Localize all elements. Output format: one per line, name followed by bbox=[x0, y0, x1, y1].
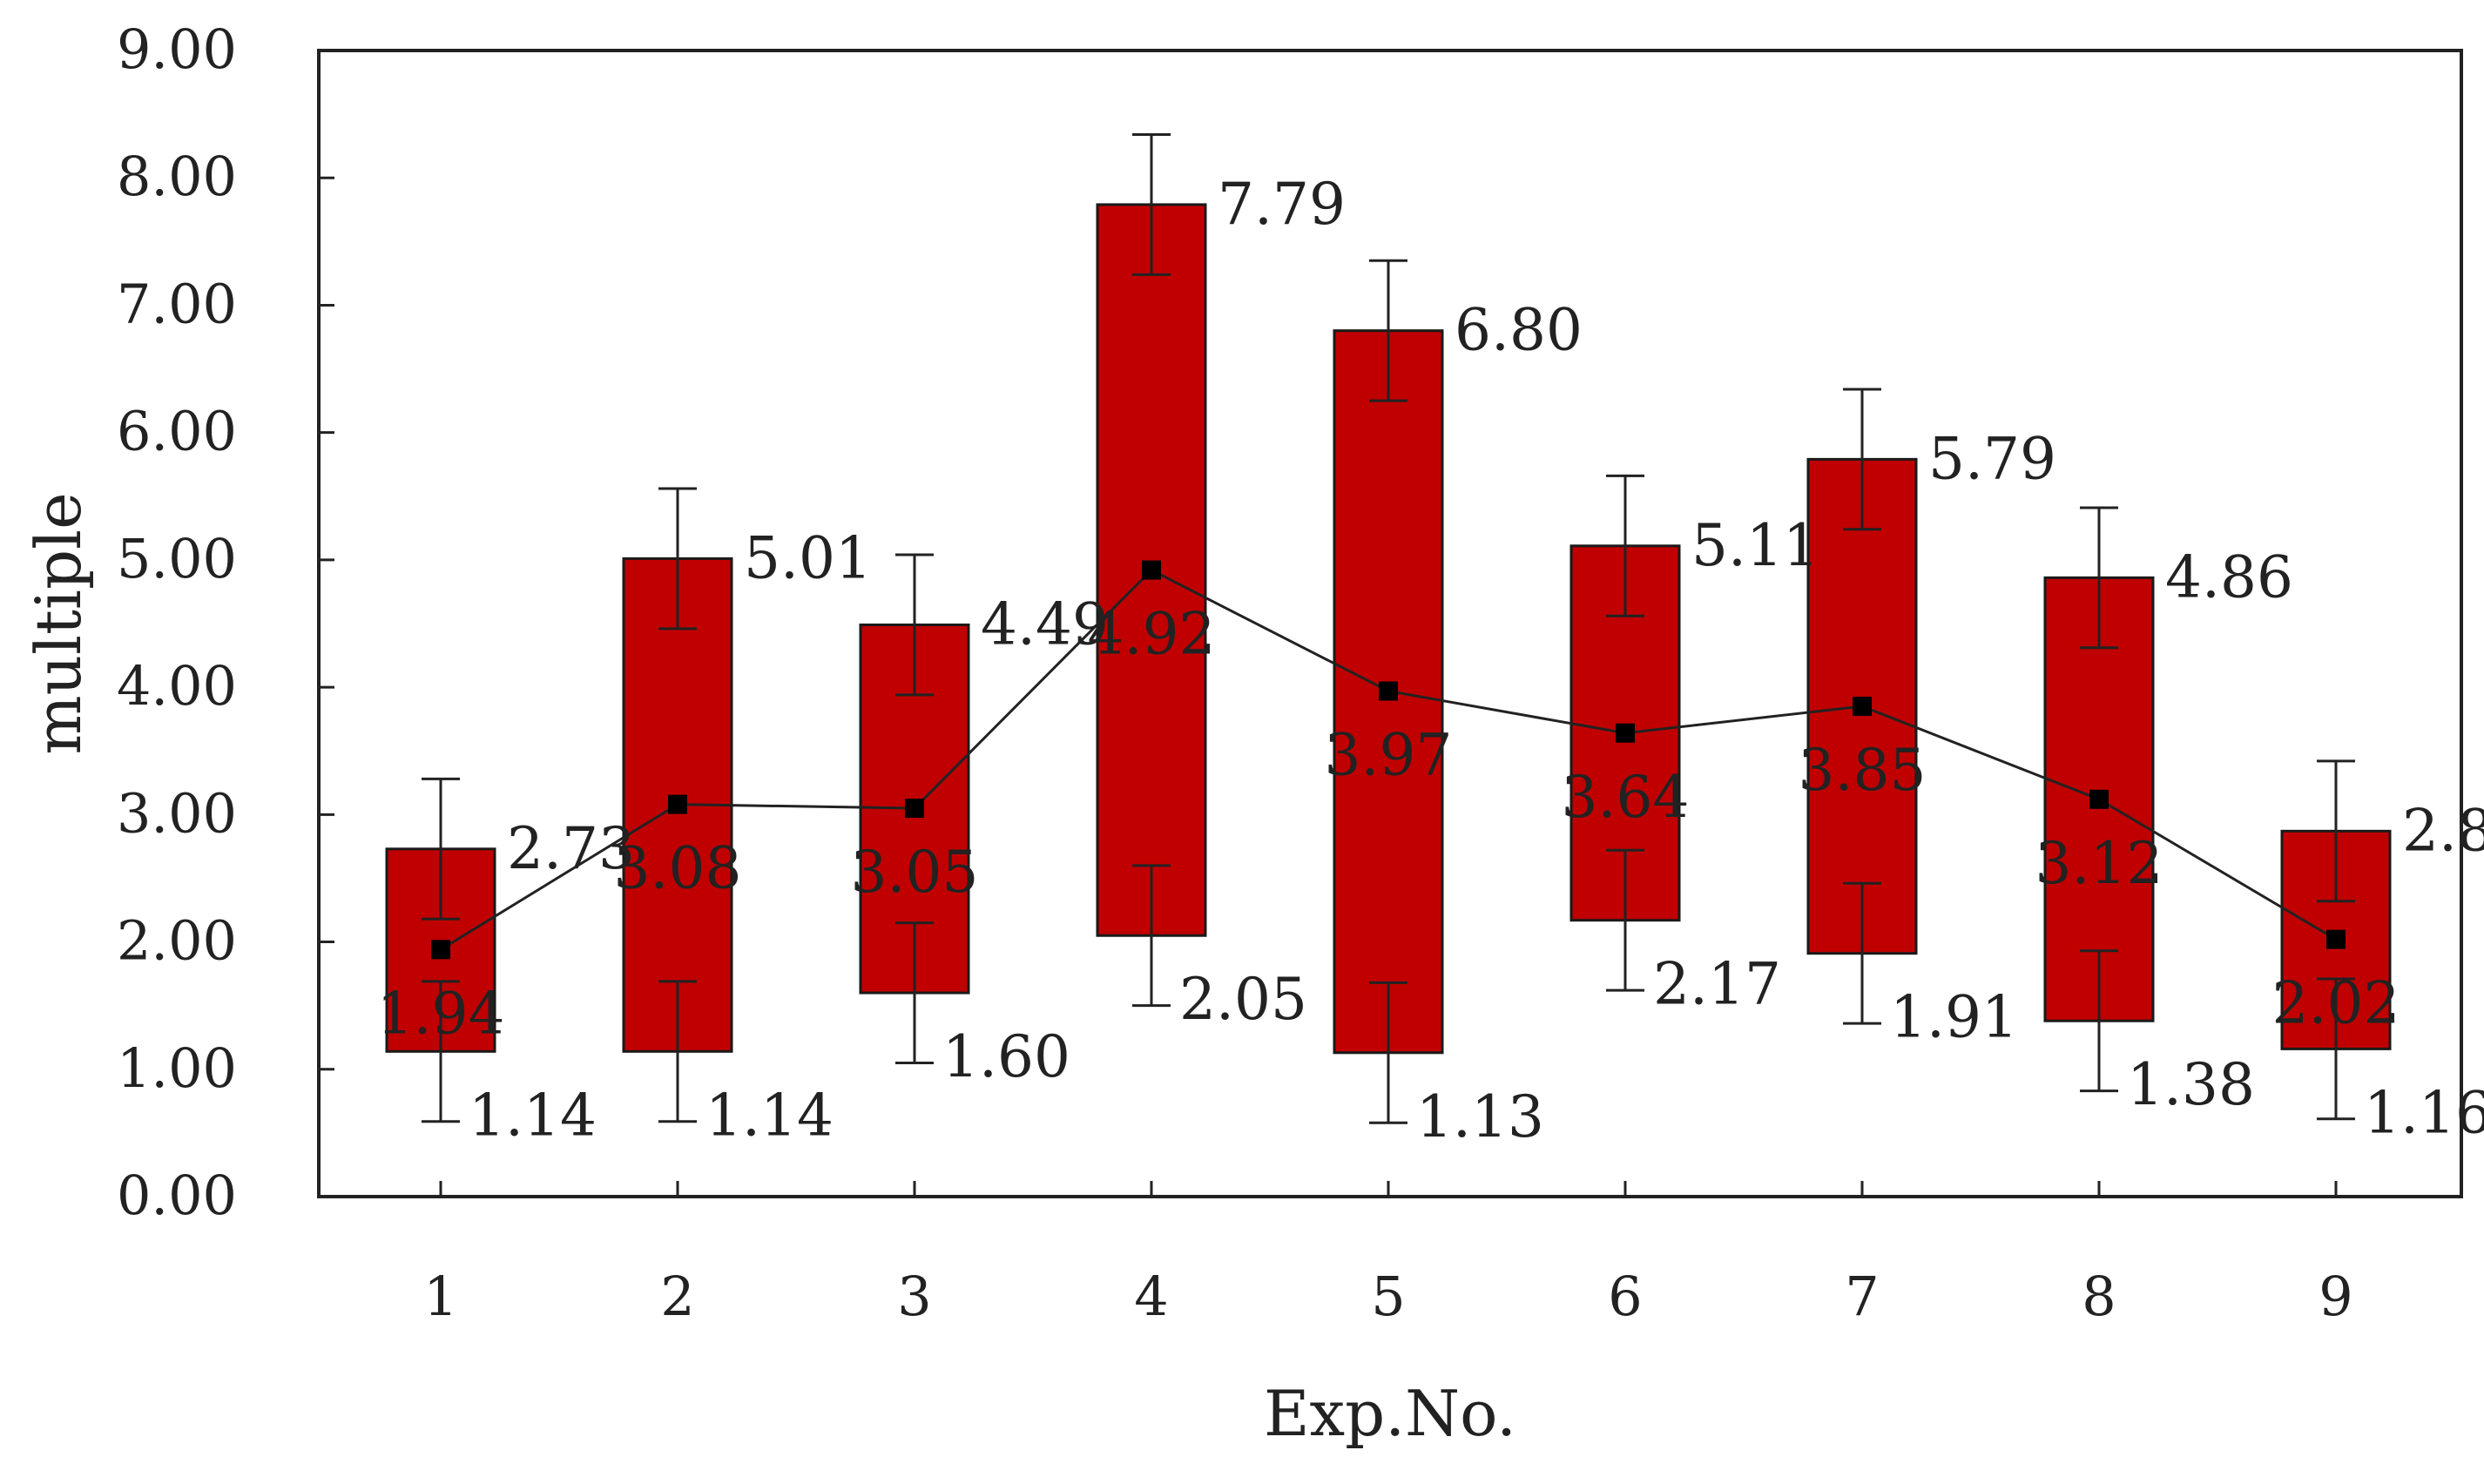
error-bar bbox=[1843, 881, 1881, 1025]
max-value-label: 5.79 bbox=[1928, 425, 2056, 492]
x-tick-label: 8 bbox=[2082, 1265, 2116, 1328]
x-tick-label: 3 bbox=[897, 1265, 931, 1328]
mean-line bbox=[431, 560, 2346, 960]
min-value-label: 1.91 bbox=[1890, 984, 2018, 1051]
y-tick-label: 9.00 bbox=[117, 17, 237, 81]
error-bar bbox=[1369, 259, 1407, 402]
mean-marker bbox=[431, 940, 450, 960]
max-value-label: 7.79 bbox=[1218, 171, 1346, 238]
x-tick-label: 1 bbox=[423, 1265, 457, 1328]
mean-marker bbox=[668, 794, 687, 814]
error-bar bbox=[1132, 133, 1171, 276]
plot-frame bbox=[317, 49, 2463, 1198]
error-bar bbox=[895, 553, 934, 697]
mean-marker bbox=[2326, 929, 2346, 949]
error-bar bbox=[658, 487, 697, 631]
mean-value-label: 3.85 bbox=[1799, 737, 1927, 804]
mean-value-label: 2.02 bbox=[2272, 970, 2400, 1037]
y-tick-label: 2.00 bbox=[117, 909, 237, 973]
y-tick-label: 0.00 bbox=[117, 1164, 237, 1227]
error-bar bbox=[422, 980, 460, 1123]
max-value-label: 2.87 bbox=[2402, 797, 2484, 864]
min-value-label: 1.13 bbox=[1416, 1083, 1544, 1150]
y-tick-label: 6.00 bbox=[117, 400, 237, 463]
mean-value-label: 3.64 bbox=[1562, 764, 1690, 831]
error-bar bbox=[1606, 848, 1644, 992]
mean-marker bbox=[905, 799, 924, 819]
y-tick-label: 3.00 bbox=[117, 781, 237, 845]
min-value-label: 1.38 bbox=[2127, 1051, 2255, 1118]
mean-marker bbox=[1142, 560, 1161, 580]
y-tick-label: 4.00 bbox=[117, 654, 237, 718]
mean-value-label: 3.12 bbox=[2035, 830, 2163, 897]
y-axis: 0.00 1.00 2.00 3.00 4.00 5.00 6.00 7.00 8.00 9.00 bbox=[117, 17, 334, 1227]
mean-value-label: 3.05 bbox=[851, 839, 979, 906]
x-tick-label: 9 bbox=[2319, 1265, 2352, 1328]
error-bar bbox=[1132, 864, 1171, 1008]
max-value-label: 4.86 bbox=[2165, 543, 2293, 610]
error-bars bbox=[422, 133, 2355, 1124]
min-value-label: 2.17 bbox=[1653, 951, 1781, 1018]
mean-marker bbox=[2089, 789, 2109, 809]
error-bar bbox=[2080, 506, 2118, 650]
value-labels: 2.73 1.14 1.94 5.01 1.14 3.08 4.49 1.60 3.05 7.79… bbox=[377, 171, 2484, 1150]
max-value-label: 5.01 bbox=[744, 524, 872, 591]
error-bar bbox=[422, 777, 460, 921]
error-bar bbox=[1606, 474, 1644, 617]
x-tick-label: 6 bbox=[1608, 1265, 1642, 1328]
error-bar bbox=[2317, 977, 2355, 1121]
error-bar bbox=[658, 980, 697, 1123]
mean-marker bbox=[1853, 697, 1872, 717]
mean-value-label: 1.94 bbox=[377, 980, 505, 1047]
min-value-label: 2.05 bbox=[1179, 966, 1307, 1033]
x-tick-label: 4 bbox=[1134, 1265, 1168, 1328]
x-tick-label: 2 bbox=[660, 1265, 694, 1328]
max-value-label: 2.73 bbox=[507, 815, 635, 882]
max-value-label: 5.11 bbox=[1691, 512, 1819, 579]
y-tick-label: 1.00 bbox=[117, 1036, 237, 1100]
max-value-label: 4.49 bbox=[981, 590, 1109, 658]
y-tick-label: 7.00 bbox=[117, 272, 237, 335]
min-value-label: 1.14 bbox=[705, 1082, 834, 1149]
mean-marker bbox=[1379, 681, 1398, 701]
min-value-label: 1.60 bbox=[942, 1023, 1070, 1090]
mean-value-label: 4.92 bbox=[1088, 601, 1216, 668]
mean-value-label: 3.97 bbox=[1325, 721, 1453, 788]
x-tick-label: 7 bbox=[1845, 1265, 1879, 1328]
y-axis-title: multiple bbox=[22, 492, 95, 754]
min-value-label: 1.16 bbox=[2364, 1079, 2484, 1146]
min-value-label: 1.14 bbox=[469, 1082, 597, 1149]
mean-marker bbox=[1616, 723, 1635, 743]
error-bar bbox=[1843, 388, 1881, 531]
max-value-label: 6.80 bbox=[1455, 297, 1583, 364]
error-bar bbox=[895, 921, 934, 1064]
error-bar bbox=[2080, 949, 2118, 1093]
y-tick-label: 5.00 bbox=[117, 527, 237, 590]
x-tick-label: 5 bbox=[1371, 1265, 1405, 1328]
mean-value-label: 3.08 bbox=[614, 835, 742, 902]
error-bar bbox=[1369, 981, 1407, 1124]
x-axis-title: Exp.No. bbox=[1264, 1377, 1516, 1450]
y-tick-label: 8.00 bbox=[117, 145, 237, 208]
error-bar bbox=[2317, 759, 2355, 903]
x-axis: 1 2 3 4 5 6 7 8 9 bbox=[423, 1181, 2353, 1328]
